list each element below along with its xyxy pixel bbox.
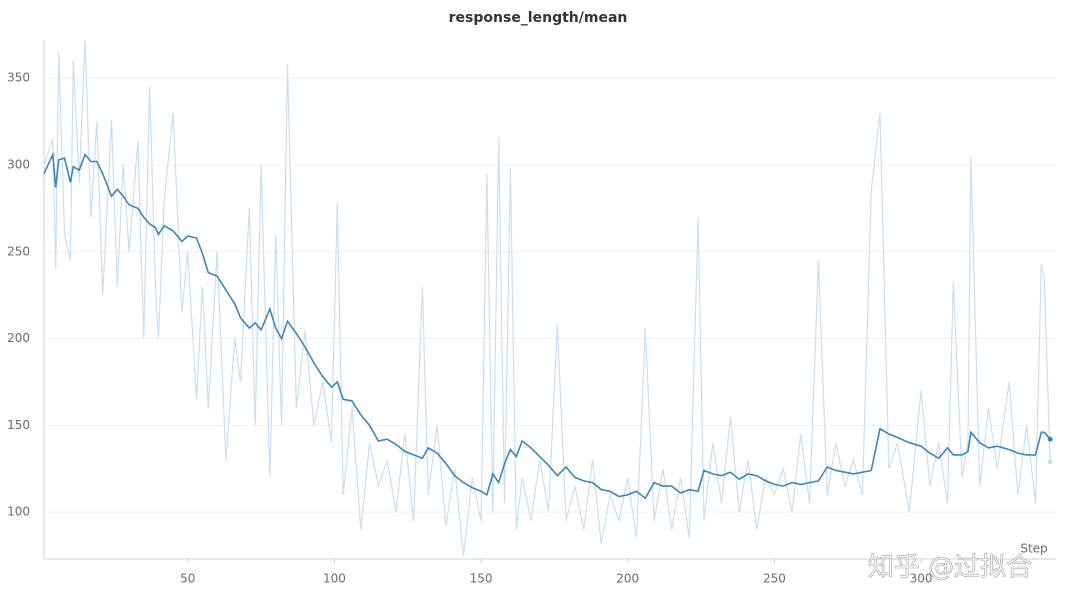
x-axis-label: Step — [1020, 542, 1047, 556]
end-point — [1047, 459, 1053, 465]
x-tick-label: 50 — [180, 572, 195, 586]
y-tick-label: 200 — [7, 331, 30, 345]
y-tick-label: 350 — [7, 71, 30, 85]
y-tick-label: 300 — [7, 157, 30, 171]
x-tick-label: 150 — [470, 572, 493, 586]
x-tick-label: 300 — [910, 572, 933, 586]
line-series — [43, 151, 1051, 500]
x-tick-label: 250 — [763, 572, 786, 586]
end-point — [1047, 436, 1053, 442]
line-series — [43, 39, 1051, 556]
y-tick-label: 250 — [7, 244, 30, 258]
chart-title: response_length/mean — [449, 10, 628, 26]
x-tick-label: 100 — [323, 572, 346, 586]
watermark: 知乎 @过拟合 — [868, 553, 1032, 583]
y-tick-label: 100 — [7, 505, 30, 519]
x-tick-label: 200 — [616, 572, 639, 586]
y-tick-label: 150 — [7, 418, 30, 432]
